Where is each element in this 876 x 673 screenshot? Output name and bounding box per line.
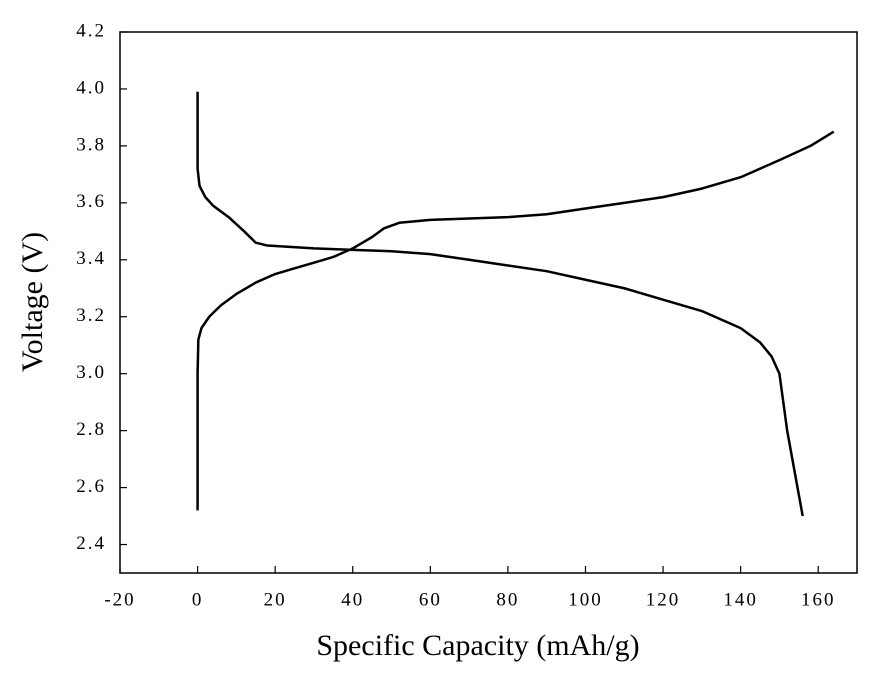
y-tick-label: 2.6 <box>76 476 106 497</box>
x-tick-label: -20 <box>104 589 135 610</box>
x-tick-label: 80 <box>496 589 519 610</box>
x-tick-label: 140 <box>723 589 758 610</box>
y-tick-label: 4.2 <box>76 20 106 41</box>
y-tick-label: 2.4 <box>76 533 106 554</box>
x-tick-label: 60 <box>419 589 442 610</box>
x-tick-label: 160 <box>801 589 836 610</box>
plot-frame <box>119 31 858 574</box>
y-tick-label: 3.0 <box>76 362 106 383</box>
y-tick-label: 4.0 <box>76 77 106 98</box>
y-axis-title: Voltage (V) <box>16 232 49 372</box>
x-tick-label: 120 <box>646 589 681 610</box>
y-tick-label: 3.8 <box>76 134 106 155</box>
x-tick-label: 100 <box>568 589 603 610</box>
curve <box>196 91 804 517</box>
curve <box>196 130 835 511</box>
y-tick-label: 3.4 <box>76 248 106 269</box>
x-tick-label: 0 <box>192 589 204 610</box>
y-tick-label: 2.8 <box>76 419 106 440</box>
y-tick-label: 3.6 <box>76 191 106 212</box>
x-axis-title: Specific Capacity (mAh/g) <box>316 629 639 662</box>
x-tick-label: 40 <box>341 589 364 610</box>
y-tick-label: 3.2 <box>76 305 106 326</box>
x-tick-label: 20 <box>264 589 287 610</box>
